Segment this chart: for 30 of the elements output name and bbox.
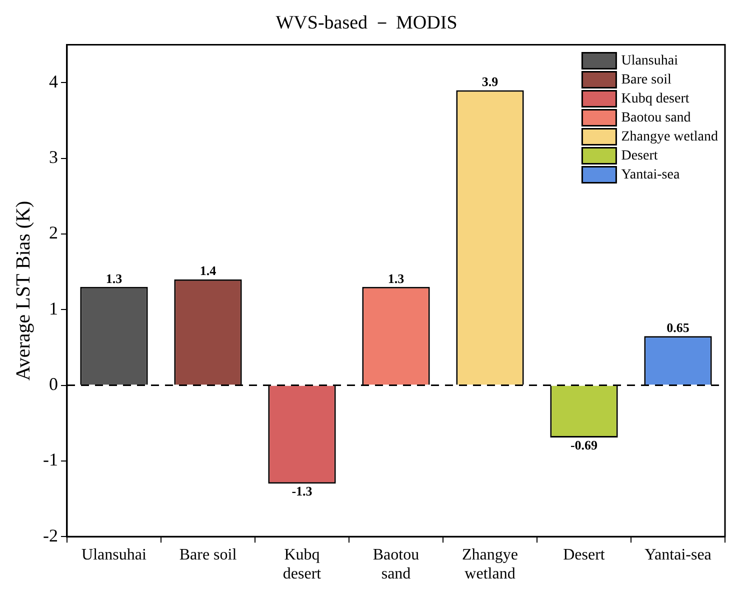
x-tick-label: Baotou sand [372, 546, 420, 583]
x-tick-label: Ulansuhai [82, 546, 147, 564]
data-label: 1.4 [200, 263, 217, 278]
data-label: 0.65 [666, 320, 690, 335]
legend-label: Desert [621, 148, 658, 164]
data-label: 1.3 [388, 270, 405, 286]
data-label: -0.69 [570, 437, 598, 452]
x-tick-label: Bare soil [179, 546, 238, 564]
legend-label: Zhangye wetland [621, 129, 718, 144]
legend-label: Kubq desert [621, 91, 690, 106]
data-label: 3.9 [482, 74, 499, 90]
y-tick-label: -1 [42, 450, 58, 470]
y-tick-label: -2 [42, 525, 58, 546]
y-tick-label: 1 [48, 298, 58, 318]
y-tick-label: 2 [48, 222, 58, 243]
x-tick-label: Zhangye wetland [462, 546, 518, 583]
legend-label: Baotou sand [621, 110, 691, 126]
y-axis-title: Average LST Bias (K) [12, 200, 34, 381]
x-tick-label: Kubq desert [282, 546, 322, 583]
legend-label: Yantai-sea [621, 167, 680, 182]
y-tick-label: 3 [48, 147, 58, 168]
data-label: -1.3 [292, 483, 313, 498]
legend-label: Ulansuhai [621, 53, 678, 68]
x-tick-label: Desert [563, 546, 606, 564]
x-tick-label: Yantai-sea [644, 546, 712, 564]
y-tick-label: 4 [48, 71, 58, 92]
data-label: 1.3 [106, 270, 123, 286]
chart-title: WVS-based － MODIS [276, 12, 458, 34]
y-tick-label: 0 [48, 374, 58, 394]
legend-label: Bare soil [621, 72, 672, 88]
